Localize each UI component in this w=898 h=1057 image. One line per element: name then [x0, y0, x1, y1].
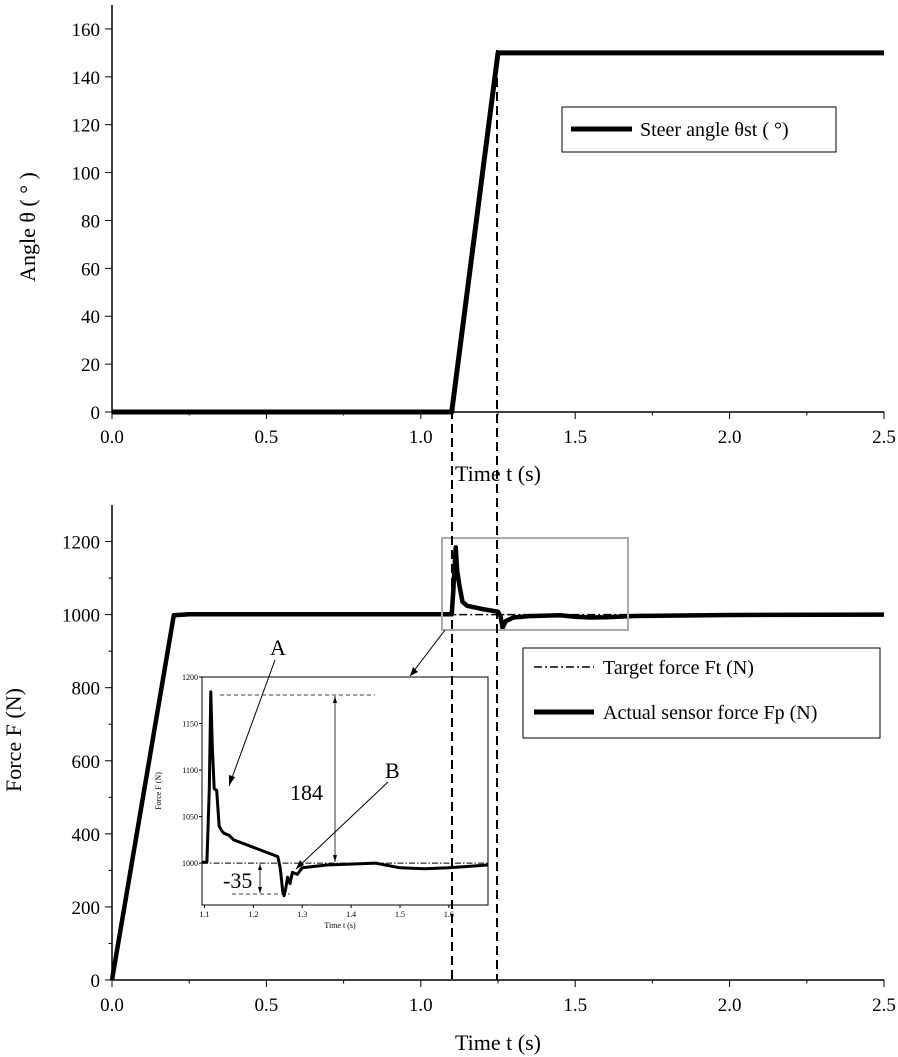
annotation-neg35: -35 [223, 868, 252, 893]
top-series [112, 50, 884, 415]
inset-x-tick-label: 1.5 [395, 910, 405, 919]
top-y-tick-label: 100 [72, 164, 101, 185]
bottom-y-tick-label: 1200 [62, 533, 100, 554]
bottom-x-tick-label: 1.0 [409, 995, 433, 1016]
zoom-arrow-head [410, 667, 418, 676]
bottom-x-tick-label: 0.5 [255, 995, 279, 1016]
top-legend: Steer angle θst ( °) [561, 106, 837, 153]
inset-x-tick-label: 1.6 [444, 910, 454, 919]
top-legend-label: Steer angle θst ( °) [640, 119, 789, 141]
top-y-tick-label: 0 [91, 403, 101, 424]
bottom-x-axis-label: Time t (s) [455, 1030, 541, 1055]
peak-dimension-arrow-bottom [333, 855, 337, 862]
inset-series-line-2 [202, 690, 489, 898]
top-y-axis-label: Angle θ ( ° ) [15, 172, 40, 282]
inset-chart: 1.1 1.2 1.3 1.4 1.5 1.6 1000 1050 1100 1150 1200 T… [154, 635, 489, 930]
top-y-tick-label: 20 [81, 355, 100, 376]
top-x-tick-label: 2.5 [872, 427, 896, 448]
bottom-y-tick-label: 800 [72, 679, 101, 700]
inset-x-tick-label: 1.4 [346, 910, 356, 919]
annotation-b-arrow-head [296, 860, 304, 869]
bottom-y-tick-label: 0 [91, 971, 101, 992]
top-ticks: 0.0 0.5 1.0 1.5 2.0 2.5 0 20 40 60 80 100 120 140 160 [72, 20, 896, 448]
bottom-legend-label-actual: Actual sensor force Fp (N) [603, 702, 817, 724]
inset-series [202, 690, 489, 898]
bottom-y-tick-label: 600 [72, 752, 101, 773]
inset-ticks: 1.1 1.2 1.3 1.4 1.5 1.6 1000 1050 1100 1150 1200 [182, 673, 454, 919]
bottom-legend-box [522, 647, 881, 739]
peak-dimension-arrow-top [333, 696, 337, 703]
zoom-arrow [409, 629, 446, 677]
bottom-y-axis-label: Force F (N) [1, 688, 26, 792]
top-y-tick-label: 160 [72, 20, 101, 41]
inset-y-tick-label: 1100 [182, 766, 198, 775]
top-y-tick-label: 40 [81, 307, 100, 328]
annotation-184: 184 [290, 780, 323, 805]
bottom-ticks: 0.0 0.5 1.0 1.5 2.0 2.5 0 200 400 600 800 1000 1200 [62, 533, 896, 1016]
top-x-tick-label: 0.0 [100, 427, 124, 448]
bottom-y-tick-label: 1000 [62, 606, 100, 627]
inset-y-tick-label: 1150 [182, 720, 198, 729]
bottom-y-tick-label: 200 [72, 898, 101, 919]
top-chart: 0.0 0.5 1.0 1.5 2.0 2.5020406080100120140160 … [15, 5, 896, 486]
bottom-x-tick-label: 2.0 [718, 995, 742, 1016]
bottom-x-tick-label: 1.5 [563, 995, 587, 1016]
annotation-a-arrow-head [229, 775, 235, 786]
bottom-chart: 0.0 0.5 1.0 1.5 2.0 2.5020040060080010001200 … [1, 505, 896, 1055]
inset-x-tick-label: 1.3 [297, 910, 307, 919]
annotation-b-arrow [295, 781, 389, 870]
top-y-tick-label: 140 [72, 68, 101, 89]
top-x-tick-label: 2.0 [718, 427, 742, 448]
bottom-legend-label-target: Target force Ft (N) [603, 657, 754, 679]
zoom-box [441, 537, 629, 631]
inset-y-axis-label: Force F (N) [154, 772, 163, 810]
top-y-tick-label: 120 [72, 116, 101, 137]
annotation-b: B [385, 758, 400, 783]
top-y-tick-label: 80 [81, 211, 100, 232]
dip-dimension-arrow-bottom [258, 887, 262, 893]
inset-y-tick-label: 1200 [182, 673, 198, 682]
bottom-y-tick-label: 400 [72, 825, 101, 846]
top-x-tick-label: 1.0 [409, 427, 433, 448]
bottom-x-tick-label: 0.0 [100, 995, 124, 1016]
top-x-tick-label: 0.5 [255, 427, 279, 448]
inset-x-tick-label: 1.1 [199, 910, 209, 919]
top-y-tick-label: 60 [81, 259, 100, 280]
annotation-a: A [270, 635, 286, 660]
inset-x-tick-label: 1.2 [248, 910, 258, 919]
top-x-tick-label: 1.5 [563, 427, 587, 448]
inset-y-tick-label: 1050 [182, 813, 198, 822]
top-series-line-1 [112, 50, 884, 415]
bottom-legend: Target force Ft (N) Actual sensor force … [522, 647, 881, 739]
annotation-a-arrow [228, 659, 276, 787]
inset-y-tick-label: 1000 [182, 859, 198, 868]
dip-dimension-arrow-top [258, 864, 262, 870]
bottom-x-tick-label: 2.5 [872, 995, 896, 1016]
inset-x-axis-label: Time t (s) [324, 921, 356, 930]
